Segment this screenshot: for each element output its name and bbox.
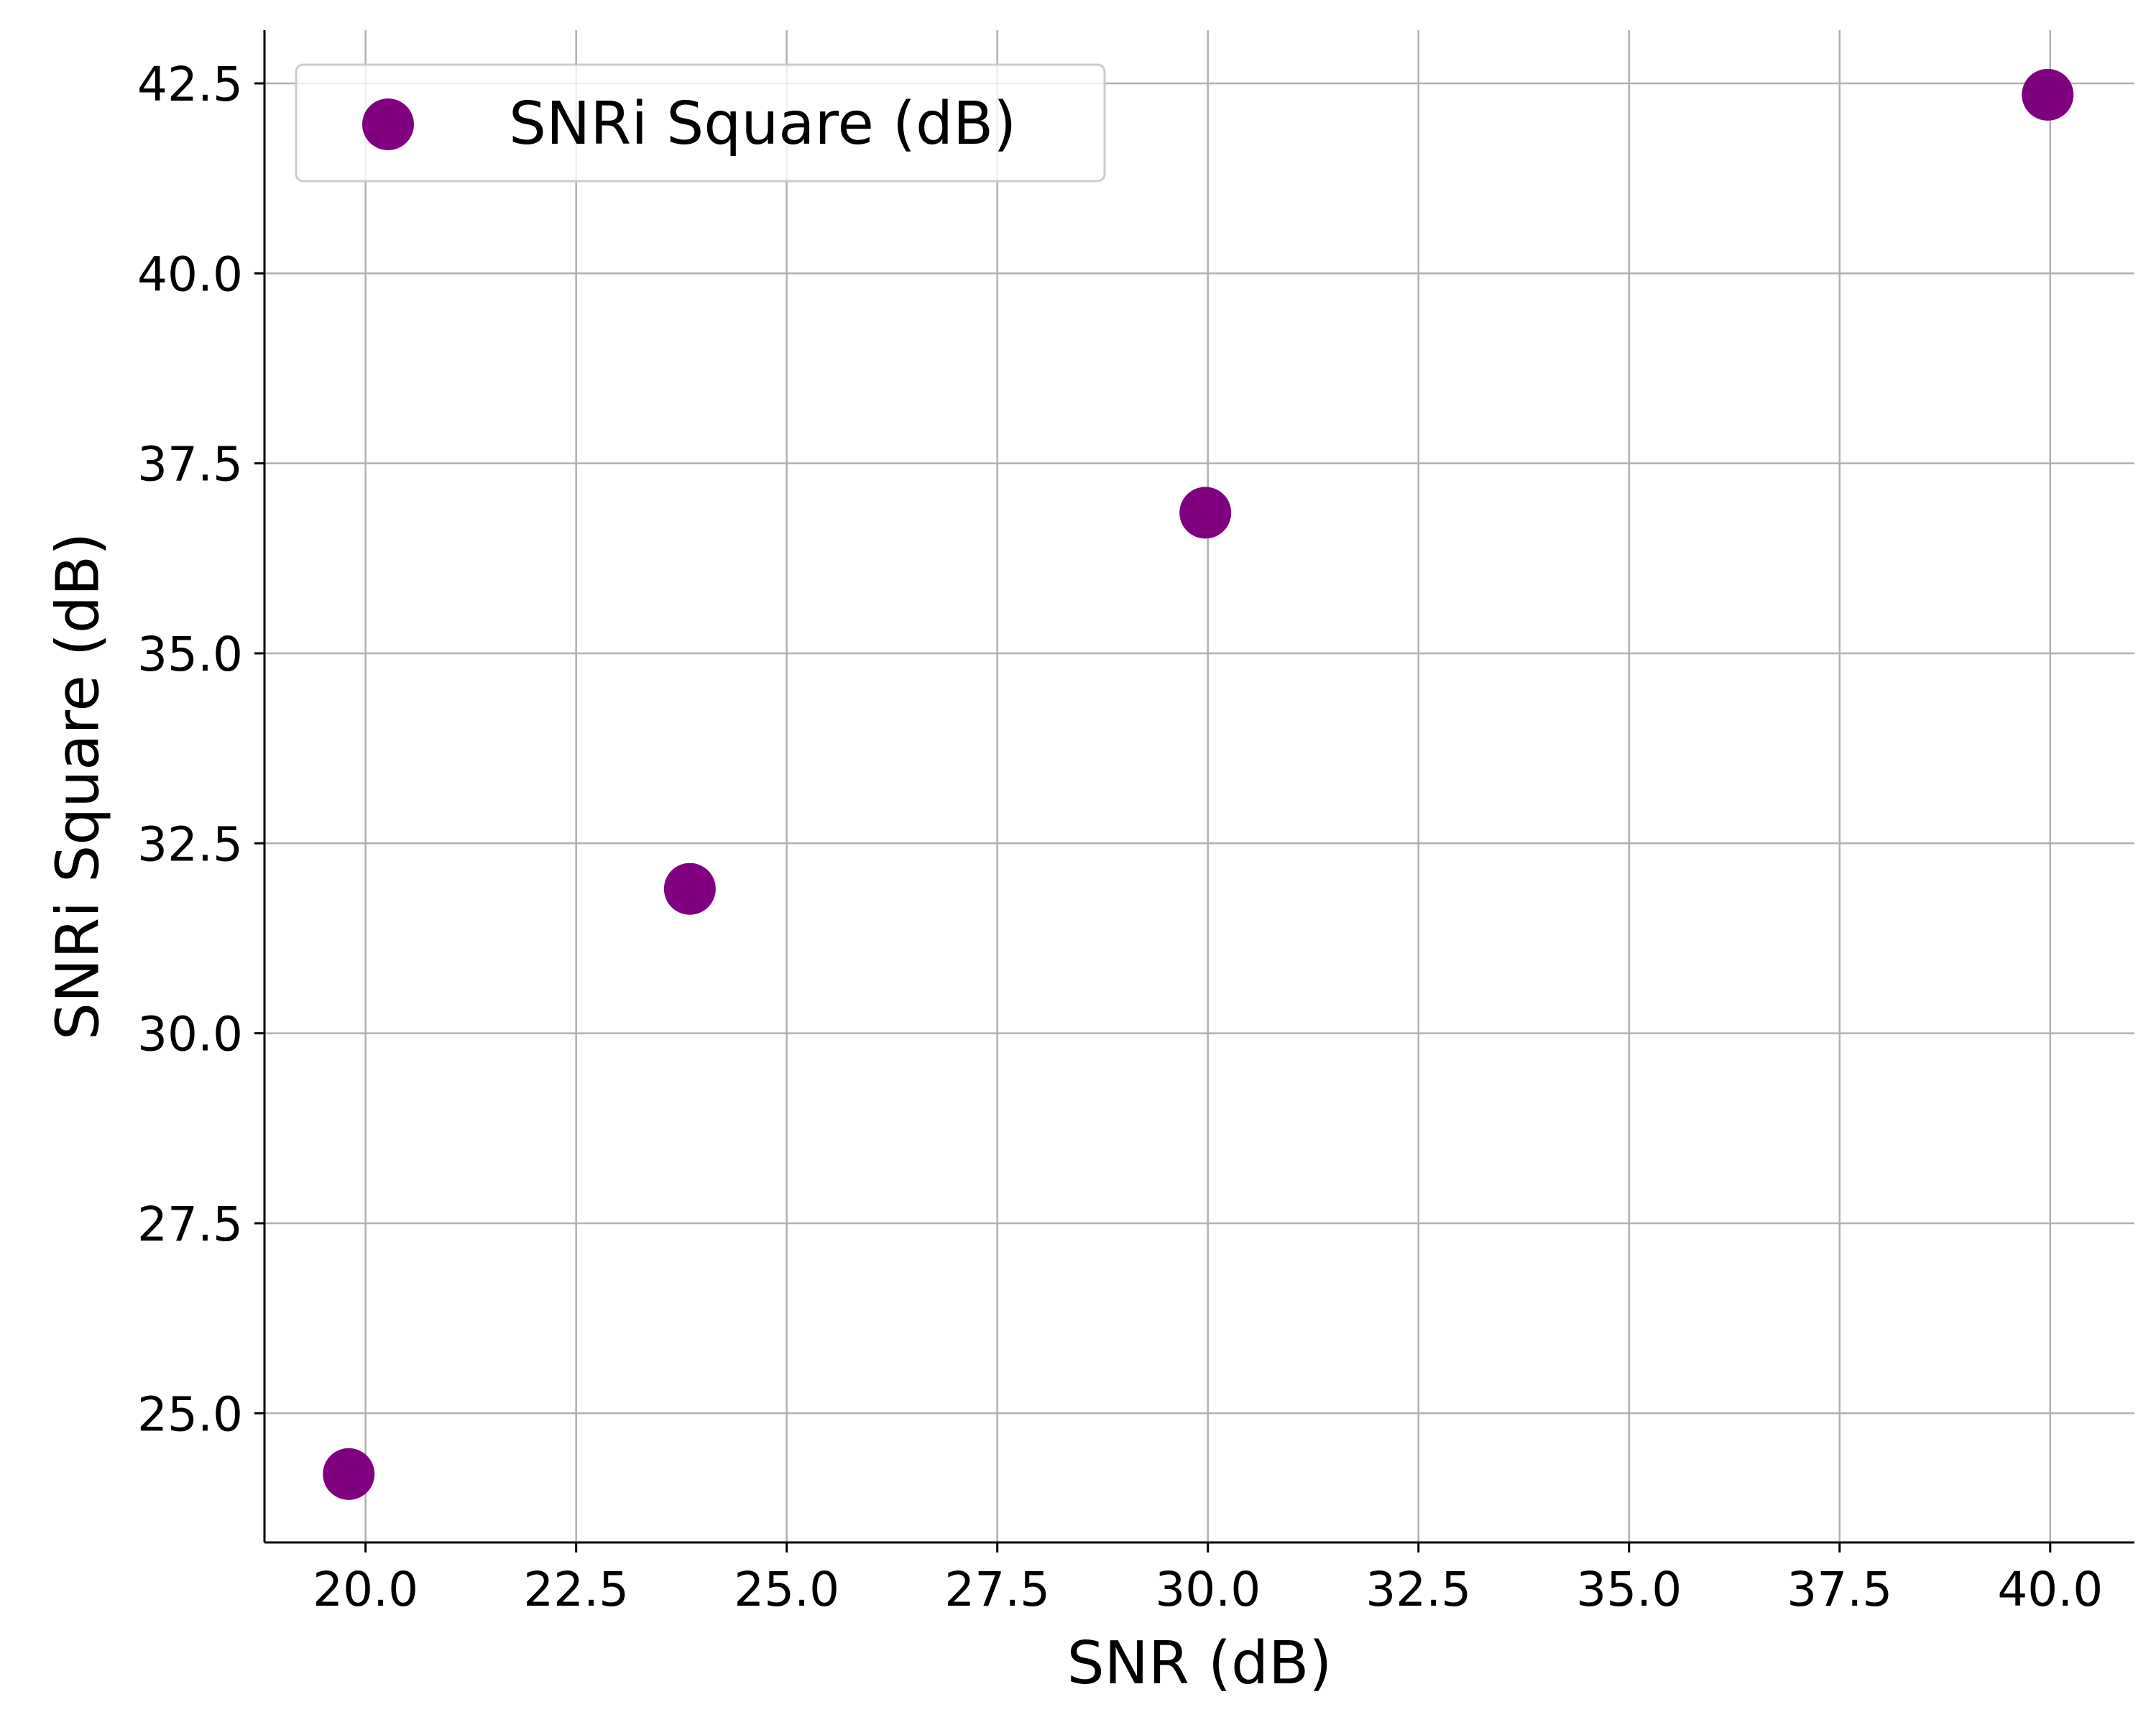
x-tick-label: 37.5 xyxy=(1787,1562,1892,1617)
x-axis-ticks: 20.0 22.5 25.0 27.5 30.0 32.5 35.0 37.5 40.0 xyxy=(313,1542,2103,1617)
y-tick-label: 32.5 xyxy=(137,816,243,872)
y-tick-label: 27.5 xyxy=(137,1197,243,1252)
y-tick-label: 42.5 xyxy=(137,57,243,112)
y-tick-label: 37.5 xyxy=(137,437,243,492)
grid-lines xyxy=(264,30,2134,1542)
data-points xyxy=(323,68,2074,1500)
x-tick-label: 30.0 xyxy=(1155,1562,1261,1617)
y-tick-label: 25.0 xyxy=(137,1386,243,1442)
legend-frame xyxy=(295,63,1106,183)
legend-label: SNRi Square (dB) xyxy=(509,90,1016,158)
x-tick-label: 35.0 xyxy=(1576,1562,1682,1617)
y-axis-label: SNRi Square (dB) xyxy=(45,533,113,1040)
data-point xyxy=(323,1448,375,1500)
x-axis-label: SNR (dB) xyxy=(1067,1629,1332,1698)
x-tick-label: 22.5 xyxy=(523,1562,629,1617)
y-tick-label: 40.0 xyxy=(137,247,243,302)
y-axis-ticks: 25.0 27.5 30.0 32.5 35.0 37.5 40.0 42.5 xyxy=(137,57,264,1442)
x-tick-label: 20.0 xyxy=(313,1562,418,1617)
data-point xyxy=(663,862,716,915)
x-tick-label: 27.5 xyxy=(944,1562,1050,1617)
data-point xyxy=(2022,68,2074,121)
legend: SNRi Square (dB) xyxy=(295,63,1106,183)
y-tick-label: 30.0 xyxy=(137,1007,243,1062)
x-tick-label: 32.5 xyxy=(1365,1562,1471,1617)
data-point xyxy=(1179,487,1232,539)
legend-marker xyxy=(362,98,414,150)
x-tick-label: 40.0 xyxy=(1997,1562,2103,1617)
x-tick-label: 25.0 xyxy=(734,1562,839,1617)
y-tick-label: 35.0 xyxy=(137,627,243,682)
axes xyxy=(263,30,2134,1544)
